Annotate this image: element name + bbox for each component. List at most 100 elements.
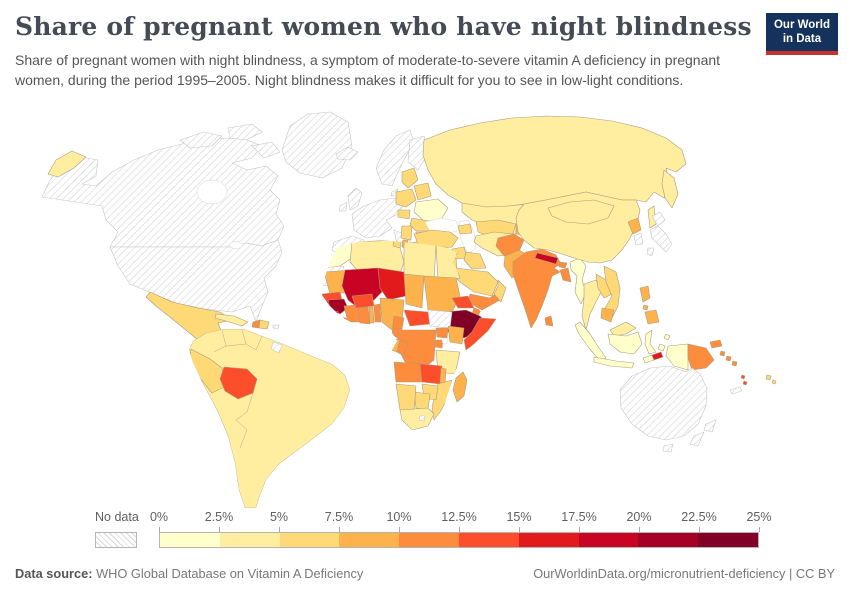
legend-ramp-cell[interactable]	[399, 533, 459, 547]
country-bhutan[interactable]	[558, 261, 568, 269]
legend-ramp-cell[interactable]	[339, 533, 400, 547]
legend-ramp-cell[interactable]	[638, 533, 699, 547]
country-indonesia-java[interactable]	[593, 356, 635, 369]
country-sudan[interactable]	[423, 275, 461, 313]
country-indonesia-papua[interactable]	[665, 343, 689, 371]
country-south-korea[interactable]	[633, 232, 644, 246]
country-burkina-faso[interactable]	[351, 293, 375, 309]
country-vanuatu[interactable]	[740, 374, 748, 386]
country-south-sudan[interactable]	[427, 309, 453, 329]
footer-link[interactable]: OurWorldinData.org/micronutrient-deficie…	[533, 566, 835, 581]
country-lesotho[interactable]	[418, 415, 426, 422]
country-canada-arctic-2[interactable]	[227, 123, 263, 141]
country-caucasus[interactable]	[457, 223, 473, 235]
country-new-caledonia[interactable]	[729, 386, 743, 395]
country-new-britain[interactable]	[709, 339, 723, 349]
country-japan-hokkaido[interactable]	[651, 211, 666, 227]
legend-ramp-cell[interactable]	[160, 533, 220, 547]
country-niger[interactable]	[377, 267, 407, 301]
country-saudi-arabia[interactable]	[452, 267, 499, 297]
country-india[interactable]	[512, 248, 562, 329]
no-data-swatch[interactable]	[95, 532, 137, 548]
country-chad[interactable]	[403, 273, 425, 309]
country-bangladesh[interactable]	[559, 267, 572, 283]
legend-ramp-cell[interactable]	[578, 533, 639, 547]
country-belarus[interactable]	[413, 182, 432, 201]
country-sierra-leone[interactable]	[328, 310, 339, 320]
country-angola[interactable]	[393, 361, 425, 383]
legend-no-data[interactable]: No data	[95, 510, 139, 548]
country-congo[interactable]	[396, 339, 409, 357]
country-vietnam[interactable]	[603, 265, 621, 323]
country-timor-leste[interactable]	[651, 351, 664, 361]
country-western-europe[interactable]	[351, 197, 405, 239]
country-cuba[interactable]	[214, 313, 249, 327]
country-ghana[interactable]	[357, 306, 371, 325]
legend-color-ramp[interactable]	[159, 532, 759, 548]
country-new-zealand-south[interactable]	[689, 431, 705, 447]
country-hungary[interactable]	[397, 209, 411, 220]
country-namibia[interactable]	[395, 383, 417, 413]
country-canada-arctic-3[interactable]	[251, 141, 281, 159]
country-solomon-islands[interactable]	[719, 350, 738, 367]
country-new-zealand-north[interactable]	[703, 419, 717, 433]
country-togo[interactable]	[368, 306, 375, 324]
country-japan-honshu[interactable]	[649, 225, 673, 253]
country-malawi[interactable]	[439, 367, 447, 385]
legend-ramp-cell[interactable]	[518, 533, 579, 547]
country-somalia[interactable]	[463, 317, 497, 351]
country-baltics[interactable]	[401, 167, 419, 189]
legend-ramp-cell[interactable]	[219, 533, 280, 547]
country-cambodia[interactable]	[600, 307, 615, 323]
country-russia[interactable]	[422, 115, 687, 208]
country-rwanda-burundi[interactable]	[434, 339, 444, 349]
owid-logo[interactable]: Our World in Data	[765, 13, 838, 55]
legend-ramp-cell[interactable]	[279, 533, 340, 547]
country-canada-arctic-1[interactable]	[179, 131, 223, 149]
country-brazil[interactable]	[189, 329, 350, 508]
country-greenland[interactable]	[281, 111, 353, 179]
country-sri-lanka[interactable]	[544, 315, 554, 327]
country-indonesia-sulawesi[interactable]	[644, 329, 657, 355]
country-oman[interactable]	[493, 279, 507, 303]
country-australia[interactable]	[619, 365, 708, 441]
country-finland[interactable]	[407, 135, 429, 171]
country-ukraine[interactable]	[413, 198, 449, 222]
country-japan-kyushu[interactable]	[646, 247, 655, 257]
country-haiti[interactable]	[251, 319, 261, 329]
country-philippines-visayas[interactable]	[642, 304, 649, 311]
country-uganda[interactable]	[435, 327, 449, 339]
country-tasmania[interactable]	[662, 443, 674, 453]
country-philippines-mindanao[interactable]	[644, 309, 660, 325]
country-ireland[interactable]	[338, 201, 348, 212]
country-indonesia-kalimantan[interactable]	[607, 331, 643, 355]
country-bolivia[interactable]	[219, 366, 258, 400]
country-philippines-luzon[interactable]	[639, 285, 651, 303]
country-zambia[interactable]	[419, 363, 443, 385]
country-nepal[interactable]	[534, 252, 559, 265]
country-madagascar[interactable]	[452, 371, 468, 403]
country-russia-chukotka[interactable]	[47, 150, 87, 178]
country-indonesia-sumatra[interactable]	[574, 321, 607, 362]
country-puerto-rico[interactable]	[272, 324, 280, 330]
country-romania[interactable]	[409, 217, 431, 232]
country-iceland[interactable]	[335, 146, 359, 161]
country-fiji[interactable]	[765, 374, 777, 385]
country-russia-sakhalin[interactable]	[647, 205, 657, 229]
country-serbia[interactable]	[400, 225, 413, 241]
country-laos[interactable]	[595, 273, 613, 299]
country-tunisia[interactable]	[392, 236, 403, 249]
country-dominican-republic[interactable]	[258, 319, 270, 330]
country-united-kingdom[interactable]	[347, 187, 363, 211]
country-north-korea[interactable]	[627, 217, 642, 235]
country-indonesia-moluccas[interactable]	[657, 333, 671, 352]
legend-ramp-cell[interactable]	[458, 533, 519, 547]
country-papua-new-guinea[interactable]	[687, 343, 715, 371]
country-poland[interactable]	[395, 188, 417, 208]
country-central-african-republic[interactable]	[403, 309, 431, 327]
country-iraq[interactable]	[463, 251, 487, 270]
country-myanmar[interactable]	[569, 257, 587, 305]
country-benin[interactable]	[373, 303, 382, 323]
country-south-africa[interactable]	[399, 407, 435, 430]
country-french-guiana[interactable]	[270, 341, 283, 354]
